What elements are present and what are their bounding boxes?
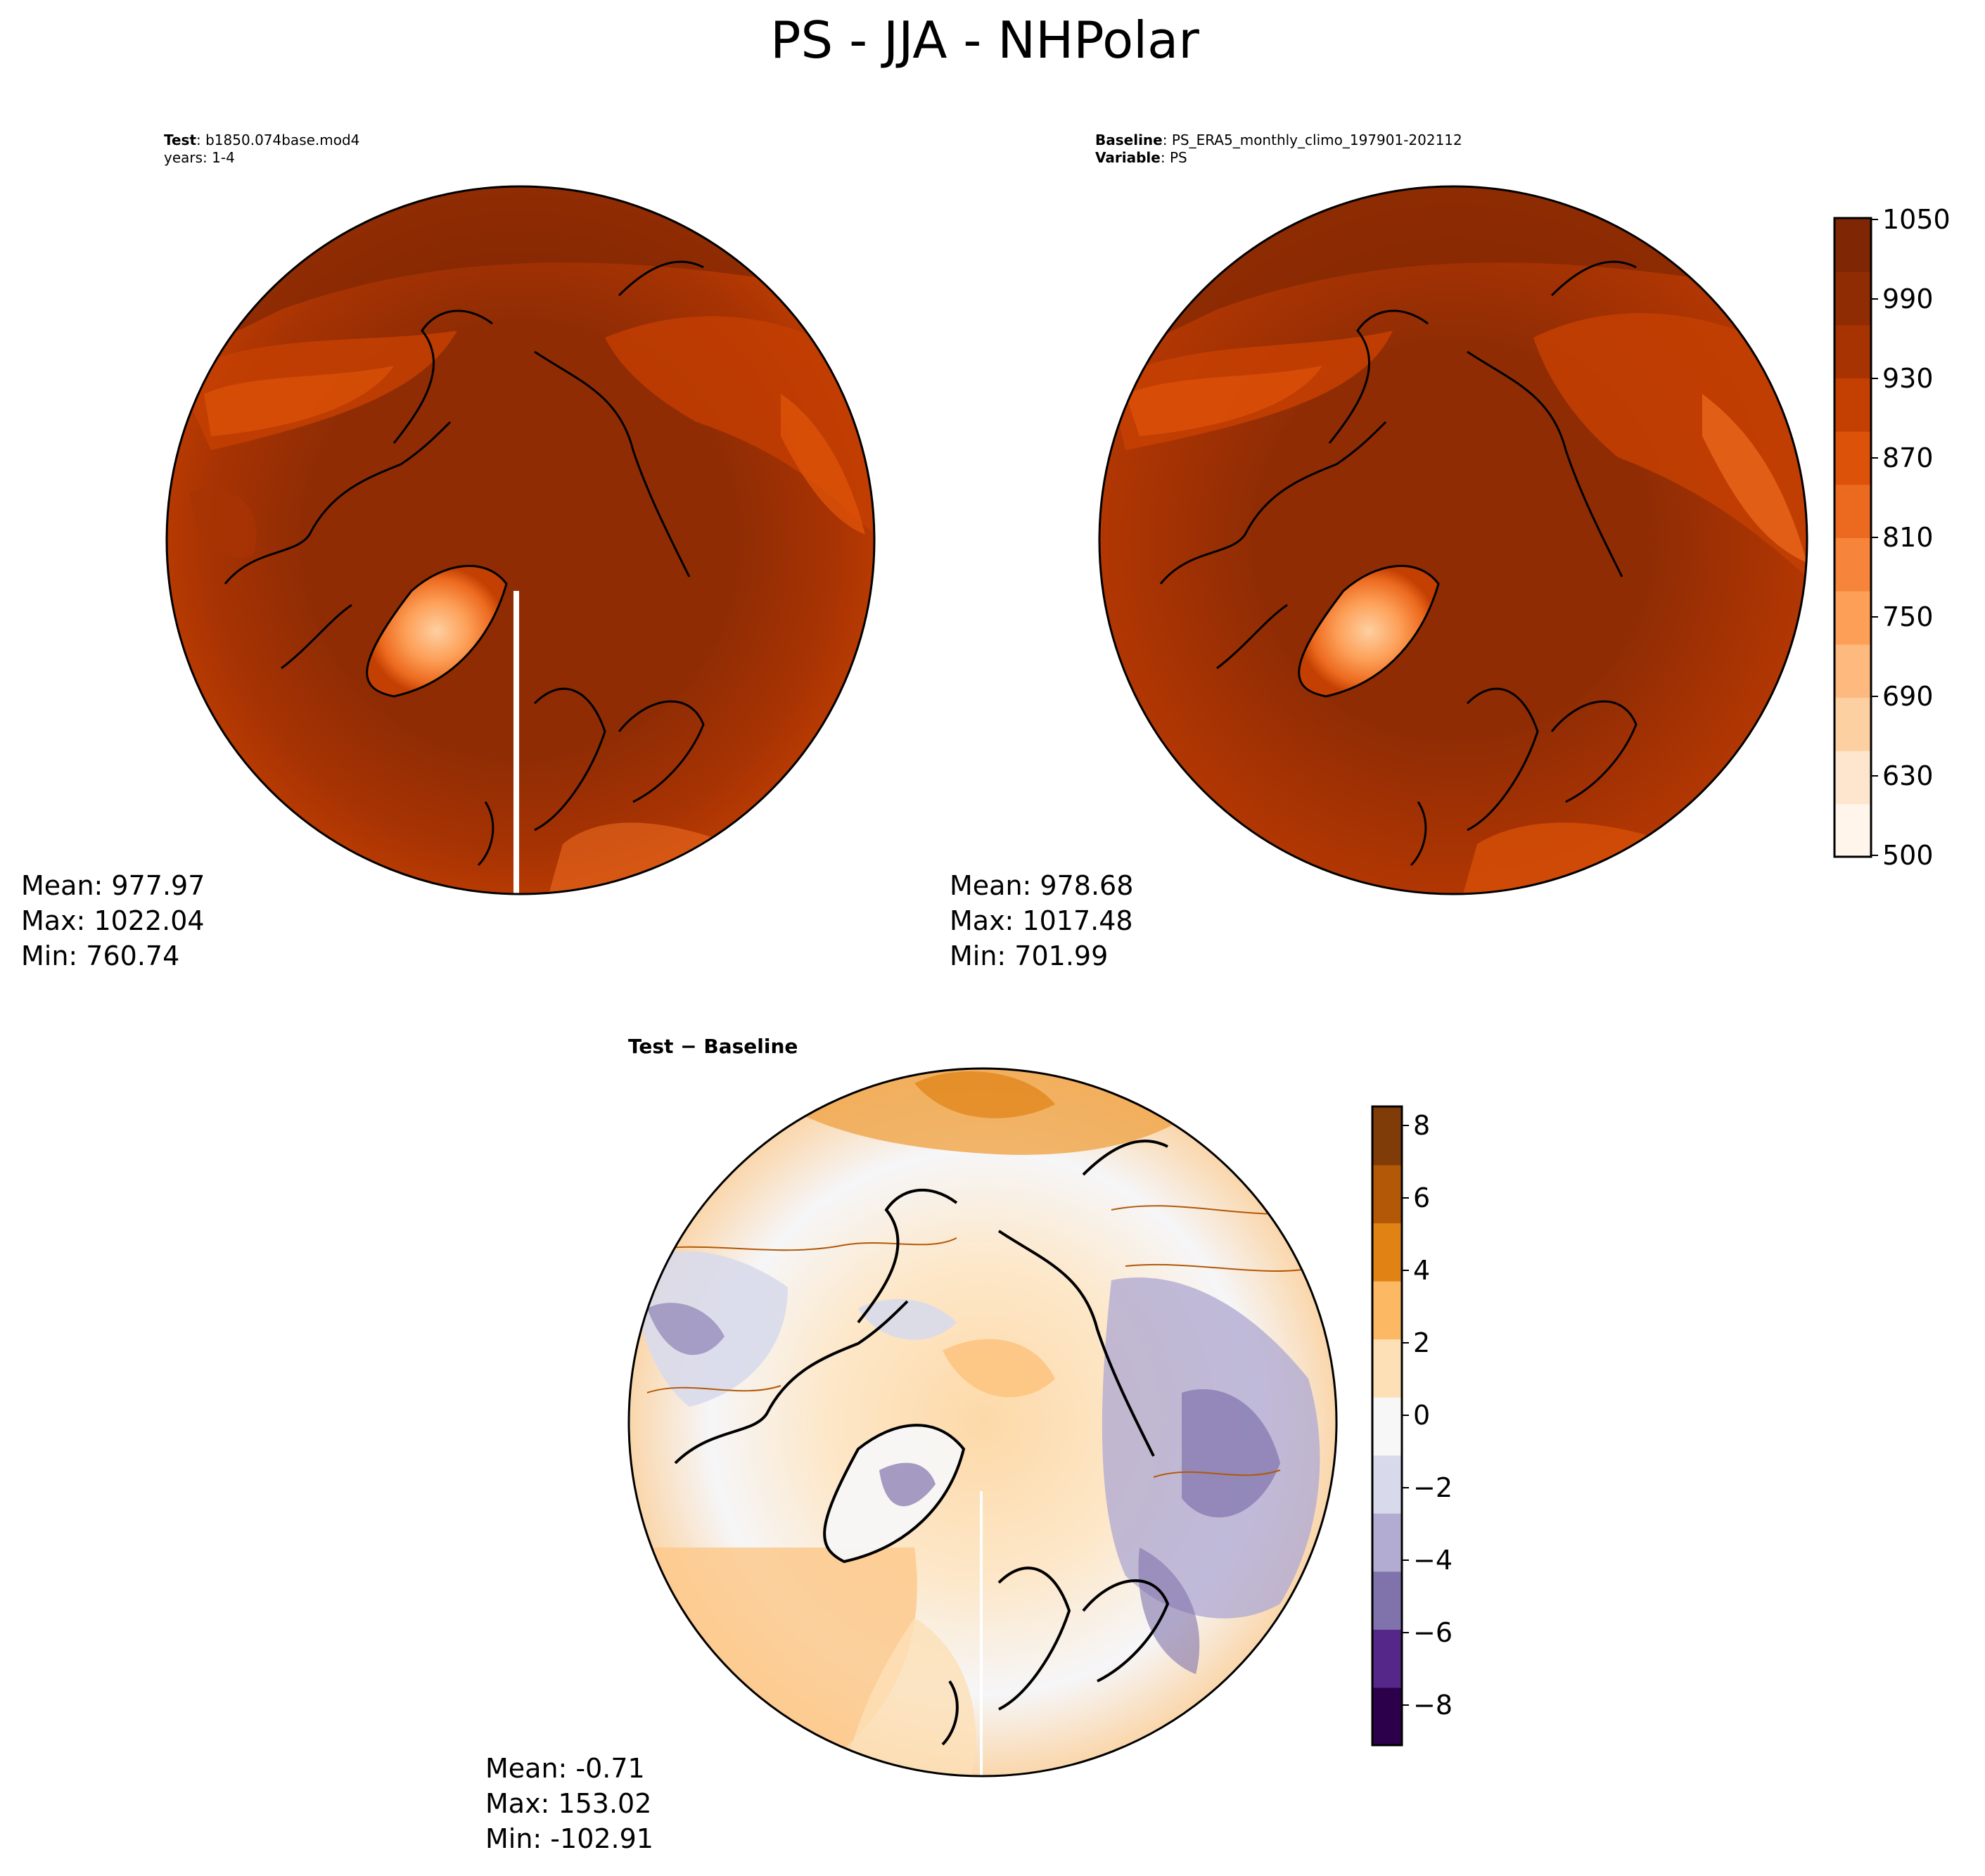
diff-max: Max: 153.02 (485, 1788, 651, 1819)
test-panel: Test: b1850.074base.mod4 years: 1-4 (21, 132, 876, 971)
colorbar-tick-label: 690 (1882, 681, 1934, 712)
diff-panel: Test − Baseline (485, 1035, 1338, 1854)
colorbar-segment (1372, 1455, 1402, 1514)
colorbar-segment (1834, 430, 1871, 485)
baseline-mean: Mean: 978.68 (950, 870, 1133, 901)
colorbar-tick-label: −6 (1413, 1617, 1453, 1648)
colorbar-segment (1834, 537, 1871, 592)
colorbar-tick-label: 630 (1882, 760, 1934, 791)
colorbar-tick-label: 1050 (1882, 204, 1951, 235)
colorbar-tick-label: 500 (1882, 840, 1934, 871)
test-map-frame (165, 185, 876, 895)
test-mean: Mean: 977.97 (21, 870, 205, 901)
colorbar-tick-label: −8 (1413, 1690, 1453, 1721)
baseline-max: Max: 1017.48 (950, 905, 1133, 936)
diff-mean: Mean: -0.71 (485, 1753, 645, 1784)
baseline-panel: Baseline: PS_ERA5_monthly_climo_197901-2… (950, 132, 1808, 971)
diff-min: Min: -102.91 (485, 1823, 653, 1854)
baseline-map-frame (1098, 185, 1808, 895)
test-years: years: 1-4 (164, 149, 235, 166)
colorbar-segment (1834, 750, 1871, 805)
colorbar-tick-label: 0 (1413, 1400, 1430, 1431)
colorbar-segment (1834, 484, 1871, 538)
colorbar-diff: 8 6 4 2 0 −2 −4 −6 −8 (1371, 1105, 1453, 1747)
colorbar-segment (1834, 590, 1871, 645)
diff-label: Test − Baseline (628, 1035, 798, 1058)
test-label: Test: b1850.074base.mod4 (164, 132, 359, 148)
colorbar-tick-label: 2 (1413, 1327, 1430, 1358)
baseline-variable: Variable: PS (1095, 149, 1187, 166)
colorbar-tick-label: 990 (1882, 283, 1934, 314)
colorbar-tick-label: 930 (1882, 363, 1934, 394)
colorbar-segment (1372, 1571, 1402, 1630)
colorbar-segment (1834, 644, 1871, 698)
colorbar-tick-label: 810 (1882, 522, 1934, 553)
colorbar-segment (1372, 1512, 1402, 1572)
test-max: Max: 1022.04 (21, 905, 205, 936)
colorbar-segment (1834, 803, 1871, 857)
colorbar-tick-label: −2 (1413, 1472, 1453, 1503)
diff-map-frame (627, 1067, 1338, 1778)
colorbar-segment (1834, 218, 1871, 272)
colorbar-segment (1834, 378, 1871, 432)
colorbar-segment (1372, 1164, 1402, 1224)
colorbar-segment (1372, 1223, 1402, 1282)
colorbar-segment (1372, 1280, 1402, 1340)
colorbar-tick-label: 4 (1413, 1255, 1430, 1286)
baseline-label: Baseline: PS_ERA5_monthly_climo_197901-2… (1095, 132, 1462, 148)
colorbar-tick-label: 6 (1413, 1182, 1430, 1213)
colorbar-segment (1834, 697, 1871, 751)
baseline-polar-map (1099, 186, 1807, 894)
colorbar-tick-label: 8 (1413, 1110, 1430, 1141)
colorbar-segment (1372, 1687, 1402, 1746)
diff-polar-map (629, 1068, 1336, 1776)
colorbar-diff-frame (1371, 1105, 1403, 1747)
colorbar-abs: 1050 990 930 870 810 750 690 630 500 (1833, 204, 1951, 871)
baseline-min: Min: 701.99 (950, 940, 1108, 971)
colorbar-segment (1372, 1628, 1402, 1688)
figure-title: PS - JJA - NHPolar (770, 11, 1199, 70)
colorbar-segment (1372, 1396, 1402, 1456)
colorbar-segment (1834, 324, 1871, 378)
colorbar-segment (1372, 1339, 1402, 1398)
colorbar-tick-label: 750 (1882, 601, 1934, 632)
test-min: Min: 760.74 (21, 940, 179, 971)
colorbar-tick-label: −4 (1413, 1545, 1453, 1576)
colorbar-segment (1834, 271, 1871, 326)
colorbar-tick-label: 870 (1882, 442, 1934, 473)
colorbar-segment (1372, 1106, 1402, 1166)
